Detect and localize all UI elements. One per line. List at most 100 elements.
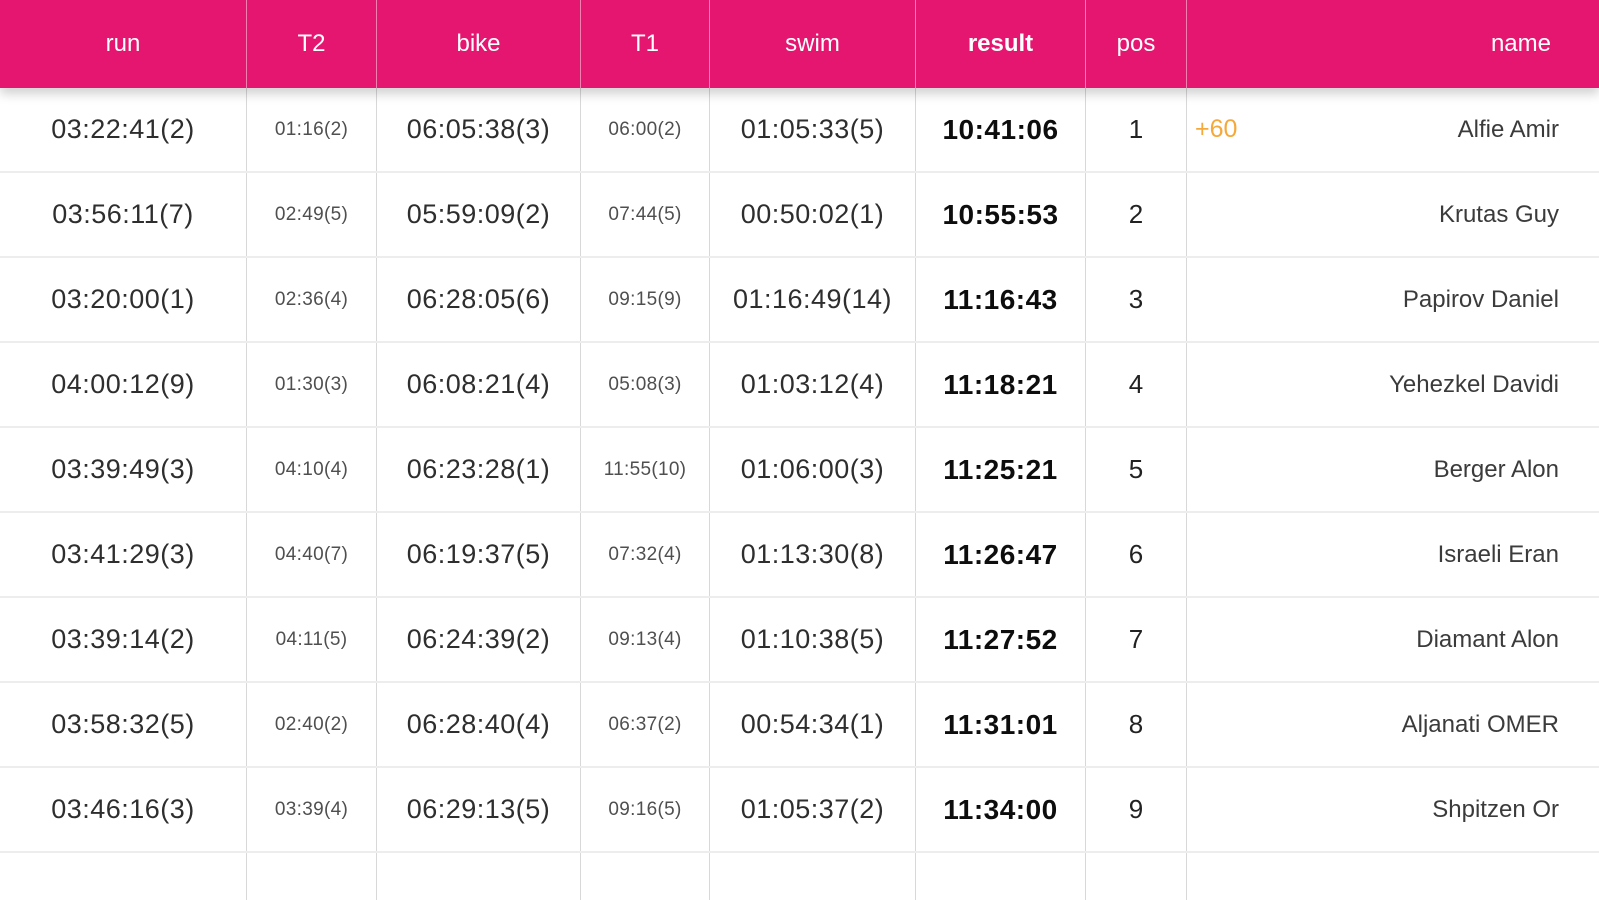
run-cell: 03:39:14(2) <box>0 598 247 681</box>
result-cell: 10:41:06 <box>916 88 1086 171</box>
result-cell: 11:16:43 <box>916 258 1086 341</box>
athlete-name: Shpitzen Or <box>1432 795 1559 823</box>
name-cell: Shpitzen Or <box>1187 768 1599 851</box>
bike-cell: 06:29:13(5) <box>377 768 581 851</box>
table-row[interactable]: 04:00:12(9) 01:30(3) 06:08:21(4) 05:08(3… <box>0 343 1599 428</box>
run-cell: 03:41:29(3) <box>0 513 247 596</box>
pos-cell-empty <box>1086 853 1187 900</box>
t2-cell: 02:49(5) <box>247 173 377 256</box>
name-cell: Papirov Daniel <box>1187 258 1599 341</box>
athlete-name: Yehezkel Davidi <box>1389 370 1559 398</box>
table-header-row: run T2 bike T1 swim result pos name <box>0 0 1599 88</box>
swim-cell: 00:50:02(1) <box>710 173 916 256</box>
run-cell: 03:39:49(3) <box>0 428 247 511</box>
result-cell: 11:25:21 <box>916 428 1086 511</box>
name-cell-empty <box>1187 853 1599 900</box>
t2-cell: 04:10(4) <box>247 428 377 511</box>
t2-cell: 02:40(2) <box>247 683 377 766</box>
pos-cell: 7 <box>1086 598 1187 681</box>
swim-cell: 00:54:34(1) <box>710 683 916 766</box>
name-cell: Yehezkel Davidi <box>1187 343 1599 426</box>
pos-cell: 3 <box>1086 258 1187 341</box>
t2-cell: 02:36(4) <box>247 258 377 341</box>
run-cell: 03:20:00(1) <box>0 258 247 341</box>
name-cell: Berger Alon <box>1187 428 1599 511</box>
run-cell: 03:22:41(2) <box>0 88 247 171</box>
t2-cell: 04:40(7) <box>247 513 377 596</box>
pos-cell: 4 <box>1086 343 1187 426</box>
t1-cell: 05:08(3) <box>581 343 710 426</box>
pos-cell: 2 <box>1086 173 1187 256</box>
t1-cell: 11:55(10) <box>581 428 710 511</box>
name-cell: +60 Alfie Amir <box>1187 88 1599 171</box>
result-cell: 11:26:47 <box>916 513 1086 596</box>
t2-cell: 01:30(3) <box>247 343 377 426</box>
bike-cell: 05:59:09(2) <box>377 173 581 256</box>
bike-cell: 06:23:28(1) <box>377 428 581 511</box>
run-cell: 04:00:12(9) <box>0 343 247 426</box>
header-swim[interactable]: swim <box>710 0 916 88</box>
swim-cell: 01:03:12(4) <box>710 343 916 426</box>
run-cell-empty <box>0 853 247 900</box>
header-run[interactable]: run <box>0 0 247 88</box>
bike-cell: 06:24:39(2) <box>377 598 581 681</box>
name-cell: Krutas Guy <box>1187 173 1599 256</box>
pos-cell: 5 <box>1086 428 1187 511</box>
swim-cell: 01:16:49(14) <box>710 258 916 341</box>
swim-cell: 01:10:38(5) <box>710 598 916 681</box>
run-cell: 03:58:32(5) <box>0 683 247 766</box>
run-cell: 03:46:16(3) <box>0 768 247 851</box>
athlete-name: Alfie Amir <box>1457 115 1559 143</box>
pos-cell: 6 <box>1086 513 1187 596</box>
bike-cell: 06:05:38(3) <box>377 88 581 171</box>
table-row[interactable]: 03:39:14(2) 04:11(5) 06:24:39(2) 09:13(4… <box>0 598 1599 683</box>
bike-cell-empty <box>377 853 581 900</box>
header-bike[interactable]: bike <box>377 0 581 88</box>
athlete-name: Krutas Guy <box>1438 200 1559 228</box>
table-row-partial <box>0 853 1599 900</box>
header-result[interactable]: result <box>916 0 1086 88</box>
t1-cell: 09:16(5) <box>581 768 710 851</box>
bike-cell: 06:08:21(4) <box>377 343 581 426</box>
table-row[interactable]: 03:56:11(7) 02:49(5) 05:59:09(2) 07:44(5… <box>0 173 1599 258</box>
swim-cell: 01:05:37(2) <box>710 768 916 851</box>
swim-cell-empty <box>710 853 916 900</box>
pos-cell: 1 <box>1086 88 1187 171</box>
pos-cell: 9 <box>1086 768 1187 851</box>
swim-cell: 01:13:30(8) <box>710 513 916 596</box>
table-row[interactable]: 03:58:32(5) 02:40(2) 06:28:40(4) 06:37(2… <box>0 683 1599 768</box>
header-t2[interactable]: T2 <box>247 0 377 88</box>
result-cell: 10:55:53 <box>916 173 1086 256</box>
t1-cell: 06:00(2) <box>581 88 710 171</box>
header-pos[interactable]: pos <box>1086 0 1187 88</box>
result-cell: 11:18:21 <box>916 343 1086 426</box>
table-row[interactable]: 03:41:29(3) 04:40(7) 06:19:37(5) 07:32(4… <box>0 513 1599 598</box>
bike-cell: 06:28:05(6) <box>377 258 581 341</box>
name-cell: Israeli Eran <box>1187 513 1599 596</box>
table-row[interactable]: 03:39:49(3) 04:10(4) 06:23:28(1) 11:55(1… <box>0 428 1599 513</box>
header-t1[interactable]: T1 <box>581 0 710 88</box>
bike-cell: 06:28:40(4) <box>377 683 581 766</box>
table-body: 03:22:41(2) 01:16(2) 06:05:38(3) 06:00(2… <box>0 88 1599 853</box>
t1-cell: 09:13(4) <box>581 598 710 681</box>
result-cell-empty <box>916 853 1086 900</box>
name-cell: Diamant Alon <box>1187 598 1599 681</box>
header-name[interactable]: name <box>1490 30 1551 57</box>
t2-cell: 01:16(2) <box>247 88 377 171</box>
bonus-badge: +60 <box>1195 115 1238 143</box>
athlete-name: Israeli Eran <box>1437 540 1559 568</box>
bike-cell: 06:19:37(5) <box>377 513 581 596</box>
athlete-name: Diamant Alon <box>1416 625 1559 653</box>
t2-cell-empty <box>247 853 377 900</box>
t1-cell: 07:44(5) <box>581 173 710 256</box>
result-cell: 11:34:00 <box>916 768 1086 851</box>
table-row[interactable]: 03:20:00(1) 02:36(4) 06:28:05(6) 09:15(9… <box>0 258 1599 343</box>
table-row[interactable]: 03:46:16(3) 03:39(4) 06:29:13(5) 09:16(5… <box>0 768 1599 853</box>
table-row[interactable]: 03:22:41(2) 01:16(2) 06:05:38(3) 06:00(2… <box>0 88 1599 173</box>
t1-cell: 06:37(2) <box>581 683 710 766</box>
result-cell: 11:27:52 <box>916 598 1086 681</box>
swim-cell: 01:05:33(5) <box>710 88 916 171</box>
name-cell: Aljanati OMER <box>1187 683 1599 766</box>
athlete-name: Papirov Daniel <box>1402 285 1559 313</box>
